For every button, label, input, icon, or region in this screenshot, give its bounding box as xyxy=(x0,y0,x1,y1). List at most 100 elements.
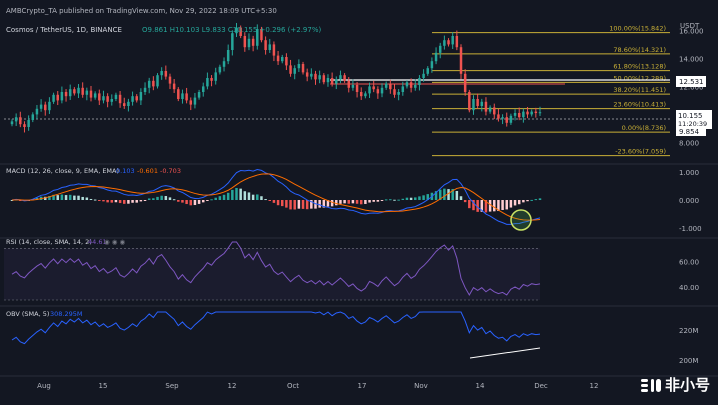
macd-histogram-bar xyxy=(418,196,421,200)
candle-body xyxy=(131,96,134,102)
macd-histogram-bar xyxy=(455,190,459,200)
candle-body xyxy=(322,75,326,83)
macd-label[interactable]: MACD (12, 26, close, 9, EMA, EMA) xyxy=(6,167,119,175)
rsi-settings-icon[interactable]: ◉ ◉ ◉ xyxy=(104,238,125,246)
price-tick-label: 14.000 xyxy=(679,55,704,63)
macd-histogram-bar xyxy=(243,191,247,200)
macd-histogram-bar xyxy=(505,200,508,210)
brand-watermark: 非小号 xyxy=(640,374,710,395)
candle-body xyxy=(343,75,346,81)
macd-histogram-bar xyxy=(256,194,259,200)
candle-body xyxy=(168,76,172,84)
obv-tick-label: 200M xyxy=(679,357,698,365)
candle-body xyxy=(459,47,463,74)
macd-histogram-bar xyxy=(193,200,197,206)
fib-level-label: 38.20%(11.451) xyxy=(613,86,666,94)
svg-text:10.155: 10.155 xyxy=(678,112,703,120)
macd-histogram-bar xyxy=(484,200,488,213)
macd-histogram-bar xyxy=(322,200,326,208)
candle-body xyxy=(430,61,434,69)
macd-histogram-bar xyxy=(501,200,504,210)
macd-histogram-bar xyxy=(497,200,500,212)
symbol-title[interactable]: Cosmos / TetherUS, 1D, BINANCE xyxy=(6,26,122,34)
macd-histogram-bar xyxy=(181,200,184,203)
candle-body xyxy=(330,78,334,84)
candle-body xyxy=(206,78,209,87)
macd-histogram-bar xyxy=(114,200,118,203)
macd-histogram-bar xyxy=(351,200,355,204)
macd-histogram-bar xyxy=(156,196,159,200)
macd-histogram-bar xyxy=(376,200,380,202)
macd-histogram-bar xyxy=(197,200,201,204)
candle-body xyxy=(409,82,413,88)
candle-body xyxy=(210,78,213,81)
macd-histogram-bar xyxy=(476,200,479,212)
obv-label[interactable]: OBV (SMA, 5) xyxy=(6,310,49,318)
macd-tick-label: 1.000 xyxy=(679,169,699,177)
macd-histogram-bar xyxy=(123,200,126,204)
macd-histogram-bar xyxy=(393,199,396,201)
macd-histogram-bar xyxy=(285,200,288,208)
candle-body xyxy=(351,85,355,88)
obv-line xyxy=(11,311,541,345)
macd-histogram-bar xyxy=(530,199,533,201)
candle-body xyxy=(73,89,76,94)
candle-body xyxy=(93,93,97,98)
obv-pane xyxy=(11,311,541,359)
macd-histogram-bar xyxy=(426,194,429,200)
candle-body xyxy=(231,33,234,50)
signal-line xyxy=(11,173,541,221)
candle-body xyxy=(98,93,101,101)
candle-body xyxy=(222,61,226,67)
macd-histogram-bar xyxy=(168,197,172,200)
currency-label: USDT xyxy=(680,22,700,30)
macd-histogram-bar xyxy=(44,196,47,200)
fib-level-label: 100.00%(15.842) xyxy=(609,25,666,33)
macd-histogram-bar xyxy=(247,192,251,200)
candle-body xyxy=(347,80,351,88)
x-tick-label: 12 xyxy=(228,382,237,390)
svg-text:12.531: 12.531 xyxy=(679,78,704,86)
macd-value-3: -0.703 xyxy=(160,167,181,175)
candle-body xyxy=(102,96,105,101)
low-price-tag: 9.854 xyxy=(676,126,706,136)
candle-body xyxy=(318,75,321,80)
candle-body xyxy=(509,115,513,123)
candle-body xyxy=(56,94,59,101)
candle-body xyxy=(218,66,222,73)
candle-body xyxy=(389,83,392,90)
candle-body xyxy=(276,55,280,62)
candle-body xyxy=(106,96,109,102)
candle-body xyxy=(156,75,159,87)
macd-histogram-bar xyxy=(222,194,226,200)
macd-histogram-bar xyxy=(185,200,188,205)
candle-body xyxy=(226,50,230,62)
candle-body xyxy=(23,124,26,127)
candle-body xyxy=(359,92,363,97)
candle-body xyxy=(447,40,450,45)
x-tick-label: 15 xyxy=(99,382,108,390)
macd-histogram-bar xyxy=(48,195,51,200)
candle-body xyxy=(85,90,89,95)
macd-histogram-bar xyxy=(106,200,109,203)
candle-body xyxy=(484,101,488,112)
candle-body xyxy=(14,117,18,122)
rsi-line xyxy=(11,241,541,297)
candle-body xyxy=(513,113,517,116)
rsi-label[interactable]: RSI (14, close, SMA, 14, 2) xyxy=(6,238,92,246)
candle-body xyxy=(418,78,421,85)
macd-histogram-bar xyxy=(405,197,409,200)
macd-histogram-bar xyxy=(380,200,384,201)
candle-body xyxy=(472,99,475,111)
candle-body xyxy=(434,52,438,62)
candle-body xyxy=(480,101,484,106)
fib-level-label: 23.60%(10.413) xyxy=(613,101,666,109)
candle-body xyxy=(201,86,205,92)
macd-histogram-bar xyxy=(335,200,338,206)
svg-text:9.854: 9.854 xyxy=(679,128,700,136)
candle-body xyxy=(393,89,396,95)
candle-body xyxy=(268,44,272,50)
candle-body xyxy=(160,71,163,76)
